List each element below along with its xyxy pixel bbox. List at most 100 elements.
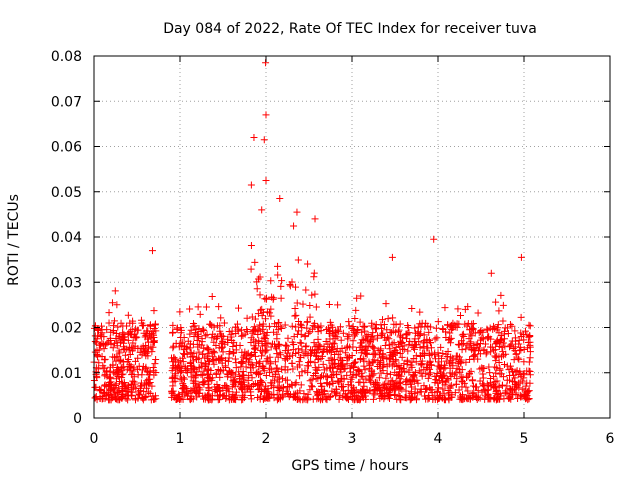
data-point <box>378 391 386 399</box>
data-point <box>508 365 516 373</box>
data-point <box>484 334 492 342</box>
data-point <box>379 316 387 324</box>
data-point <box>179 374 187 382</box>
data-points <box>90 59 534 404</box>
data-point <box>392 343 400 351</box>
data-point <box>416 343 424 351</box>
data-point <box>300 390 308 398</box>
data-point <box>497 291 505 299</box>
data-point <box>247 265 255 273</box>
data-point <box>525 367 533 375</box>
data-point <box>390 382 398 390</box>
data-point <box>305 329 313 337</box>
data-point <box>337 336 345 344</box>
data-point <box>446 335 454 343</box>
data-point <box>503 390 511 398</box>
data-point <box>266 358 274 366</box>
data-point <box>386 370 394 378</box>
data-point <box>310 273 318 281</box>
data-point <box>247 181 255 189</box>
data-point <box>405 341 413 349</box>
data-point <box>262 371 270 379</box>
data-point <box>220 319 228 327</box>
data-point <box>110 322 118 330</box>
data-point <box>142 341 150 349</box>
data-point <box>403 330 411 338</box>
data-point <box>238 385 246 393</box>
data-point <box>494 395 502 403</box>
data-point <box>292 323 300 331</box>
data-point <box>201 378 209 386</box>
data-point <box>457 394 465 402</box>
data-point <box>282 341 290 349</box>
data-point <box>520 358 528 366</box>
data-point <box>516 343 524 351</box>
data-point <box>148 247 156 255</box>
data-point <box>257 346 265 354</box>
data-point <box>187 366 195 374</box>
data-point <box>353 294 361 302</box>
data-point <box>186 360 194 368</box>
data-point <box>382 374 390 382</box>
data-point <box>325 364 333 372</box>
data-point <box>110 317 118 325</box>
data-point <box>411 324 419 332</box>
data-point <box>149 364 157 372</box>
data-point <box>267 277 275 285</box>
data-point <box>251 352 259 360</box>
data-point <box>152 355 160 363</box>
data-point <box>168 390 176 398</box>
data-point <box>312 303 320 311</box>
data-point <box>286 282 294 290</box>
data-point <box>350 363 358 371</box>
data-point <box>386 345 394 353</box>
data-point <box>423 360 431 368</box>
data-point <box>393 363 401 371</box>
data-point <box>406 378 414 386</box>
data-point <box>130 378 138 386</box>
data-point <box>231 382 239 390</box>
data-point <box>310 269 318 277</box>
data-point <box>229 380 237 388</box>
data-point <box>283 376 291 384</box>
data-point <box>445 394 453 402</box>
data-point <box>174 364 182 372</box>
data-point <box>367 337 375 345</box>
data-point <box>293 299 301 307</box>
data-point <box>245 358 253 366</box>
data-point <box>472 393 480 401</box>
data-point <box>501 342 509 350</box>
data-point <box>95 326 103 334</box>
data-point <box>401 368 409 376</box>
data-point <box>222 395 230 403</box>
data-point <box>135 362 143 370</box>
data-point <box>402 387 410 395</box>
data-point <box>415 338 423 346</box>
data-point <box>281 321 289 329</box>
data-point <box>270 328 278 336</box>
data-point <box>457 356 465 364</box>
data-point <box>132 385 140 393</box>
data-point <box>398 353 406 361</box>
data-point <box>343 344 351 352</box>
data-point <box>326 381 334 389</box>
data-point <box>343 333 351 341</box>
data-point <box>97 331 105 339</box>
data-point <box>348 382 356 390</box>
data-point <box>247 395 255 403</box>
data-point <box>358 342 366 350</box>
data-point <box>522 382 530 390</box>
data-point <box>210 338 218 346</box>
data-point <box>239 359 247 367</box>
data-point <box>142 349 150 357</box>
data-point <box>370 349 378 357</box>
data-point <box>461 320 469 328</box>
data-point <box>427 361 435 369</box>
data-point <box>291 305 299 313</box>
data-point <box>494 321 502 329</box>
data-point <box>190 349 198 357</box>
data-point <box>361 327 369 335</box>
data-point <box>219 338 227 346</box>
data-point <box>190 319 198 327</box>
data-point <box>126 361 134 369</box>
